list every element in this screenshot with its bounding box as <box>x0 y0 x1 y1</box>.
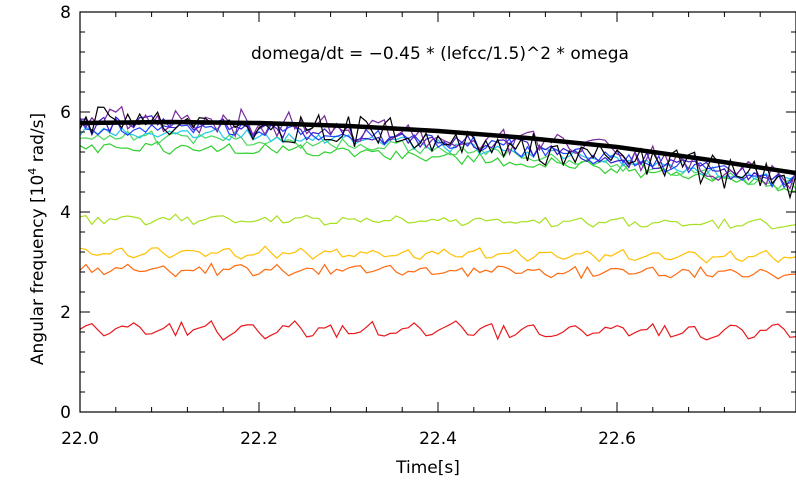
x-tick-label: 22.6 <box>598 429 636 449</box>
y-tick-label: 2 <box>60 303 71 323</box>
y-tick-label: 6 <box>60 103 71 123</box>
measured-series-line <box>79 115 796 185</box>
measured-series-line <box>79 140 796 193</box>
measured-series-line <box>79 126 796 181</box>
plot-frame <box>79 11 796 413</box>
measured-series-line <box>79 320 796 341</box>
x-axis-title: Time[s] <box>395 458 460 478</box>
x-tick-label: 22.4 <box>419 429 457 449</box>
model-equation-annotation: domega/dt = −0.45 * (lefcc/1.5)^2 * omeg… <box>251 44 629 64</box>
y-tick-label: 8 <box>60 3 71 23</box>
y-axis-title: Angular frequency [104 rad/s] <box>26 113 48 365</box>
y-axis-title-suffix: rad/s] <box>28 113 48 168</box>
y-axis-title-prefix: Angular frequency [10 <box>28 175 48 365</box>
tick-layer: 0 2 4 6 8 22.0 22.2 22.4 22.6 <box>60 3 796 449</box>
model-layer <box>79 119 796 176</box>
measured-series-line <box>79 213 796 230</box>
x-tick-label: 22.0 <box>61 429 99 449</box>
model-curve-line <box>79 119 796 176</box>
x-tick-label: 22.2 <box>240 429 278 449</box>
series-layer <box>79 105 796 341</box>
y-tick-label: 4 <box>60 203 71 223</box>
measured-series-line <box>79 106 796 200</box>
y-axis-title-exponent: 4 <box>26 168 39 175</box>
y-tick-label: 0 <box>60 403 71 423</box>
measured-series-line <box>79 245 796 264</box>
measured-series-line <box>79 262 796 280</box>
